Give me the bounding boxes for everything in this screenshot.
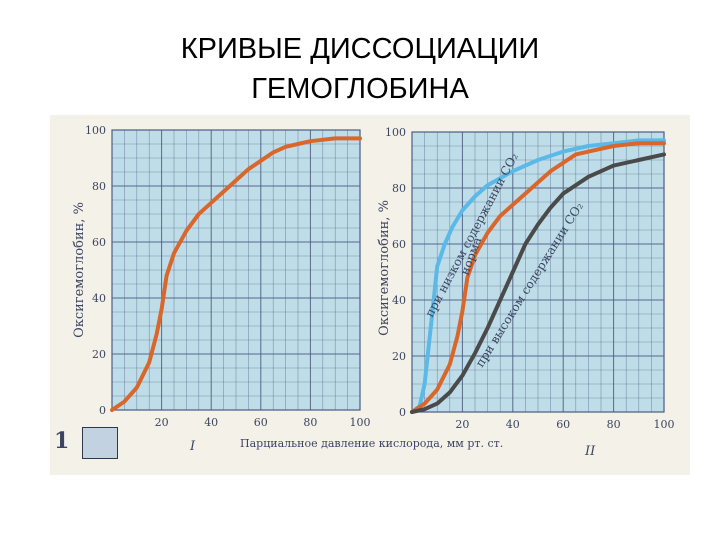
x-tick-label: 40	[204, 416, 218, 429]
x-tick-label: 60	[254, 416, 268, 429]
slide-title-line-1: КРИВЫЕ ДИССОЦИАЦИИ	[180, 33, 540, 65]
y-tick-label: 100	[85, 124, 106, 137]
y-tick-label: 20	[92, 348, 106, 361]
x-tick-label: 60	[556, 418, 570, 431]
y-tick-label: 60	[92, 236, 106, 249]
y-tick-label: 0	[99, 404, 106, 417]
y-tick-label: 80	[392, 182, 406, 195]
y-tick-label: 80	[92, 180, 106, 193]
panel-mark-1: I	[189, 439, 196, 454]
figure-number-cover-box	[82, 427, 118, 459]
x-tick-label: 80	[607, 418, 621, 431]
chart-panel-2: 0 20 40 60 80 100 20 40 60 80 100	[385, 126, 675, 431]
figure-number: 1	[54, 428, 70, 454]
x-tick-label: 80	[303, 416, 317, 429]
chart-panel-1: 0 20 40 60 80 100 20 40 60 80 100	[85, 124, 371, 429]
y-axis-label-1: Оксигемоглобин, %	[72, 202, 87, 338]
series-line-1	[410, 138, 666, 414]
y-tick-label: 0	[399, 406, 406, 419]
x-axis-label: Парциальное давление кислорода, мм рт. с…	[240, 437, 503, 450]
x-tick-label: 20	[455, 418, 469, 431]
panel-mark-2: II	[584, 444, 596, 459]
y-axis-label-2: Оксигемоглобин, %	[377, 200, 392, 336]
series-line-3	[410, 152, 666, 414]
y-tick-label: 20	[392, 350, 406, 363]
y-tick-label: 40	[392, 294, 406, 307]
y-tick-label: 60	[392, 238, 406, 251]
figure-labels: Оксигемоглобин, % Оксигемоглобин, % I II…	[72, 200, 596, 459]
series-line-2	[410, 141, 666, 414]
x-tick-label: 100	[654, 418, 675, 431]
x-tick-label: 40	[506, 418, 520, 431]
x-tick-label: 100	[350, 416, 371, 429]
slide-title-line-2: ГЕМОГЛОБИНА	[251, 73, 469, 105]
y-tick-label: 100	[385, 126, 406, 139]
series-line-1	[110, 136, 362, 412]
x-tick-label: 20	[155, 416, 169, 429]
y-tick-label: 40	[92, 292, 106, 305]
